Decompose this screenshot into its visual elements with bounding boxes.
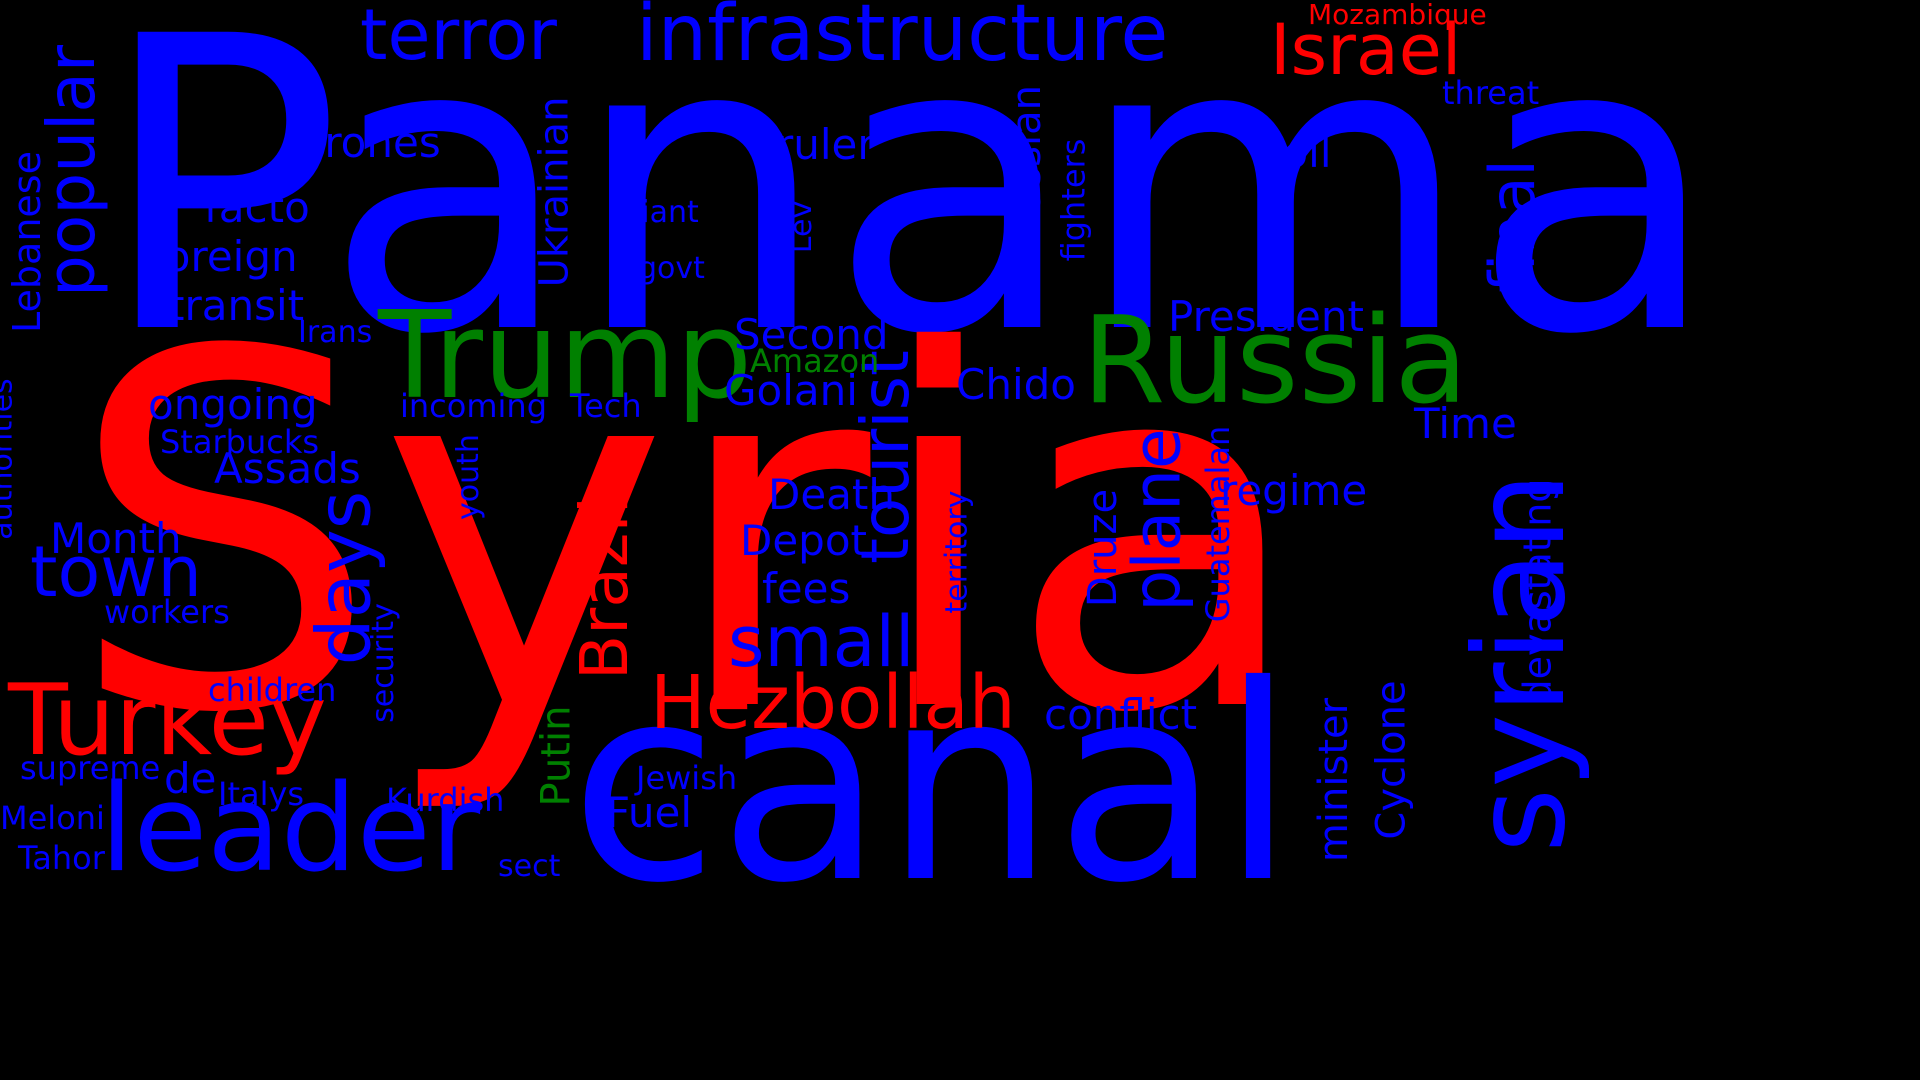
word-territory: territory	[939, 490, 975, 614]
word-panama: Panama	[98, 0, 1720, 423]
word-golani: Golani	[724, 366, 858, 415]
word-sect: sect	[498, 849, 561, 884]
word-ongoing: ongoing	[148, 380, 318, 429]
word-fighters: fighters	[1054, 138, 1093, 262]
word-meloni: Meloni	[0, 799, 105, 837]
word-chido: Chido	[956, 360, 1076, 409]
word-fees: fees	[762, 564, 851, 613]
word-irans: Irans	[298, 315, 373, 350]
word-incoming: incoming	[400, 387, 547, 425]
word-time: Time	[1414, 399, 1517, 448]
word-mozambique: Mozambique	[1308, 0, 1487, 31]
word-jewish: Jewish	[636, 759, 738, 797]
word-canal: canal	[570, 627, 1296, 942]
word-town: town	[30, 531, 202, 613]
word-lebanese: Lebanese	[4, 151, 49, 333]
word-terror: terror	[360, 0, 557, 76]
word-druze: Druze	[1080, 488, 1127, 608]
word-fuel: Fuel	[606, 788, 692, 837]
word-giant: Giant	[618, 195, 699, 230]
word-leader: leader	[100, 760, 481, 899]
word-brazil: Brazil	[566, 495, 644, 681]
word-second: Second	[734, 310, 889, 359]
word-tech: Tech	[570, 387, 642, 425]
word-facto: facto	[204, 183, 310, 232]
word-regime: regime	[1220, 466, 1368, 515]
word-assads: Assads	[214, 444, 361, 493]
word-israel: Israel	[1270, 9, 1462, 91]
word-starbucks: Starbucks	[160, 423, 320, 461]
word-threat: threat	[1442, 74, 1540, 112]
word-turkey: Turkey	[8, 664, 327, 778]
word-drones: Drones	[292, 118, 441, 167]
word-govt: govt	[638, 251, 705, 286]
word-trump: Trump	[378, 287, 753, 426]
word-cyclone: Cyclone	[1368, 680, 1415, 840]
word-de: de	[164, 754, 217, 803]
word-death: Death	[768, 470, 896, 519]
word-security: security	[365, 603, 401, 723]
word-transit: transit	[168, 281, 305, 330]
word-final: final	[1475, 159, 1549, 293]
word-guatemalan: Guatemalan	[1199, 425, 1238, 623]
word-minister: minister	[1311, 697, 1358, 863]
word-plane: plane	[1118, 428, 1196, 612]
word-devastating: devastating	[1515, 478, 1560, 704]
word-supreme: supreme	[20, 749, 161, 787]
word-italys: Italys	[218, 775, 305, 813]
word-russia: Russia	[1082, 292, 1468, 431]
word-depot: Depot	[740, 516, 868, 565]
word-children: children	[208, 671, 337, 709]
word-youth: youth	[450, 434, 486, 520]
word-toll: toll	[1266, 128, 1332, 177]
word-lev: Lev	[784, 200, 820, 254]
word-conflict: conflict	[1044, 690, 1198, 739]
word-month: Month	[50, 514, 182, 563]
word-president: President	[1168, 292, 1364, 341]
word-amazon: Amazon	[750, 342, 880, 380]
word-syria: Syria	[68, 249, 1307, 820]
word-ukrainian: Ukrainian	[531, 96, 578, 288]
word-small: small	[728, 601, 915, 683]
word-hezbollah: Hezbollah	[650, 660, 1016, 746]
word-russian: Russian	[1004, 84, 1051, 240]
word-tahor: Tahor	[18, 839, 105, 877]
word-infrastructure: infrastructure	[636, 0, 1169, 79]
word-authorities: authorities	[0, 378, 20, 540]
word-foreign: foreign	[150, 232, 298, 281]
word-kurdish: Kurdish	[386, 781, 505, 819]
word-ruler: ruler	[776, 120, 875, 169]
word-workers: workers	[104, 593, 230, 631]
word-putin: Putin	[533, 705, 580, 807]
